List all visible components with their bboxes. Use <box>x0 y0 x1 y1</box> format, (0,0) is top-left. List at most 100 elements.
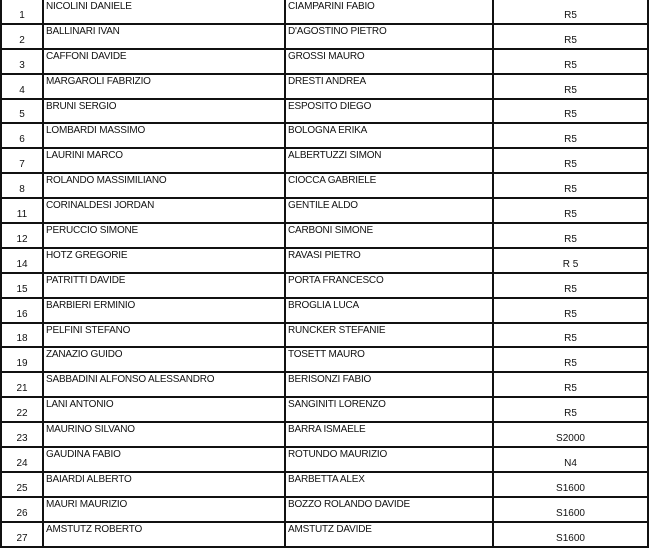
car-class: R5 <box>492 22 649 50</box>
codriver-name: BARBETTA ALEX <box>284 470 494 498</box>
driver-name: ROLANDO MASSIMILIANO <box>42 172 286 200</box>
race-number: 21 <box>0 371 44 399</box>
race-number: 16 <box>0 296 44 324</box>
driver-name: ZANAZIO GUIDO <box>42 346 286 374</box>
table-row: 12 PERUCCIO SIMONE CARBONI SIMONE R5 <box>0 222 649 249</box>
table-row: 6 LOMBARDI MASSIMO BOLOGNA ERIKA R5 <box>0 122 649 150</box>
table-row: 8 ROLANDO MASSIMILIANO CIOCCA GABRIELE R5 <box>0 172 649 200</box>
race-number: 6 <box>0 122 44 150</box>
codriver-name: D'AGOSTINO PIETRO <box>284 22 494 50</box>
car-class: R5 <box>492 122 649 150</box>
codriver-name: CARBONI SIMONE <box>284 222 494 249</box>
table-row: 23 MAURINO SILVANO BARRA ISMAELE S2000 <box>0 421 649 449</box>
race-number: 15 <box>0 271 44 299</box>
codriver-name: PORTA FRANCESCO <box>284 271 494 299</box>
car-class: R5 <box>492 97 649 125</box>
race-number: 19 <box>0 346 44 374</box>
race-number: 18 <box>0 321 44 349</box>
race-number: 1 <box>0 0 44 25</box>
race-number: 5 <box>0 97 44 125</box>
race-number: 2 <box>0 22 44 50</box>
codriver-name: SANGINITI LORENZO <box>284 396 494 424</box>
table-row: 2 BALLINARI IVAN D'AGOSTINO PIETRO R5 <box>0 22 649 50</box>
driver-name: GAUDINA FABIO <box>42 446 286 473</box>
car-class: S1600 <box>492 470 649 498</box>
race-number: 24 <box>0 446 44 473</box>
codriver-name: GENTILE ALDO <box>284 197 494 225</box>
driver-name: PERUCCIO SIMONE <box>42 222 286 249</box>
table-row: 14 HOTZ GREGORIE RAVASI PIETRO R 5 <box>0 246 649 274</box>
race-number: 22 <box>0 396 44 424</box>
codriver-name: BOZZO ROLANDO DAVIDE <box>284 495 494 523</box>
car-class: R5 <box>492 271 649 299</box>
driver-name: BRUNI SERGIO <box>42 97 286 125</box>
driver-name: CAFFONI DAVIDE <box>42 47 286 75</box>
codriver-name: ALBERTUZZI SIMON <box>284 147 494 175</box>
table-row: 7 LAURINI MARCO ALBERTUZZI SIMON R5 <box>0 147 649 175</box>
codriver-name: RAVASI PIETRO <box>284 246 494 274</box>
table-row: 21 SABBADINI ALFONSO ALESSANDRO BERISONZI … <box>0 371 649 399</box>
race-number: 14 <box>0 246 44 274</box>
car-class: R5 <box>492 72 649 100</box>
driver-name: BAIARDI ALBERTO <box>42 470 286 498</box>
race-number: 8 <box>0 172 44 200</box>
table-row: 26 MAURI MAURIZIO BOZZO ROLANDO DAVIDE S160… <box>0 495 649 523</box>
car-class: S1600 <box>492 495 649 523</box>
driver-name: LANI ANTONIO <box>42 396 286 424</box>
car-class: R5 <box>492 296 649 324</box>
codriver-name: BERISONZI FABIO <box>284 371 494 399</box>
table-row: 24 GAUDINA FABIO ROTUNDO MAURIZIO N4 <box>0 446 649 473</box>
race-number: 27 <box>0 520 44 548</box>
driver-name: BALLINARI IVAN <box>42 22 286 50</box>
codriver-name: AMSTUTZ DAVIDE <box>284 520 494 548</box>
driver-name: MARGAROLI FABRIZIO <box>42 72 286 100</box>
table-row: 19 ZANAZIO GUIDO TOSETT MAURO R5 <box>0 346 649 374</box>
car-class: S2000 <box>492 421 649 449</box>
driver-name: SABBADINI ALFONSO ALESSANDRO <box>42 371 286 399</box>
table-row: 25 BAIARDI ALBERTO BARBETTA ALEX S1600 <box>0 470 649 498</box>
table-row: 16 BARBIERI ERMINIO BROGLIA LUCA R5 <box>0 296 649 324</box>
driver-name: MAURINO SILVANO <box>42 421 286 449</box>
table-row: 18 PELFINI STEFANO RUNCKER STEFANIE R5 <box>0 321 649 349</box>
codriver-name: CIAMPARINI FABIO <box>284 0 494 25</box>
driver-name: MAURI MAURIZIO <box>42 495 286 523</box>
driver-name: BARBIERI ERMINIO <box>42 296 286 324</box>
car-class: R5 <box>492 222 649 249</box>
car-class: R5 <box>492 0 649 25</box>
codriver-name: GROSSI MAURO <box>284 47 494 75</box>
race-number: 3 <box>0 47 44 75</box>
race-number: 25 <box>0 470 44 498</box>
car-class: N4 <box>492 446 649 473</box>
codriver-name: CIOCCA GABRIELE <box>284 172 494 200</box>
table-row: 4 MARGAROLI FABRIZIO DRESTI ANDREA R5 <box>0 72 649 100</box>
driver-name: HOTZ GREGORIE <box>42 246 286 274</box>
car-class: R5 <box>492 371 649 399</box>
codriver-name: BOLOGNA ERIKA <box>284 122 494 150</box>
race-number: 23 <box>0 421 44 449</box>
driver-name: LOMBARDI MASSIMO <box>42 122 286 150</box>
table-row: 11 CORINALDESI JORDAN GENTILE ALDO R5 <box>0 197 649 225</box>
table-row: 5 BRUNI SERGIO ESPOSITO DIEGO R5 <box>0 97 649 125</box>
car-class: R5 <box>492 197 649 225</box>
car-class: R5 <box>492 346 649 374</box>
table-row: 27 AMSTUTZ ROBERTO AMSTUTZ DAVIDE S1600 <box>0 520 649 548</box>
codriver-name: BROGLIA LUCA <box>284 296 494 324</box>
table-row: 22 LANI ANTONIO SANGINITI LORENZO R5 <box>0 396 649 424</box>
car-class: R 5 <box>492 246 649 274</box>
car-class: R5 <box>492 47 649 75</box>
codriver-name: ROTUNDO MAURIZIO <box>284 446 494 473</box>
driver-name: NICOLINI DANIELE <box>42 0 286 25</box>
driver-name: LAURINI MARCO <box>42 147 286 175</box>
driver-name: AMSTUTZ ROBERTO <box>42 520 286 548</box>
driver-name: PATRITTI DAVIDE <box>42 271 286 299</box>
race-number: 12 <box>0 222 44 249</box>
race-number: 26 <box>0 495 44 523</box>
driver-name: PELFINI STEFANO <box>42 321 286 349</box>
car-class: R5 <box>492 396 649 424</box>
table-row: 1 NICOLINI DANIELE CIAMPARINI FABIO R5 <box>0 0 649 25</box>
codriver-name: RUNCKER STEFANIE <box>284 321 494 349</box>
race-number: 11 <box>0 197 44 225</box>
race-number: 7 <box>0 147 44 175</box>
